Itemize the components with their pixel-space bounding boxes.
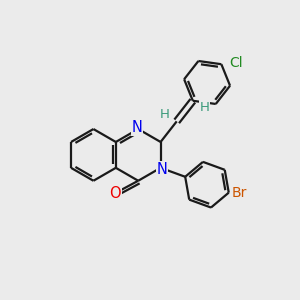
Text: H: H (200, 101, 210, 114)
Text: H: H (160, 108, 170, 121)
Text: N: N (157, 162, 167, 177)
Text: N: N (131, 120, 142, 135)
Text: Cl: Cl (230, 56, 243, 70)
Text: Br: Br (231, 186, 247, 200)
Text: O: O (110, 186, 121, 201)
